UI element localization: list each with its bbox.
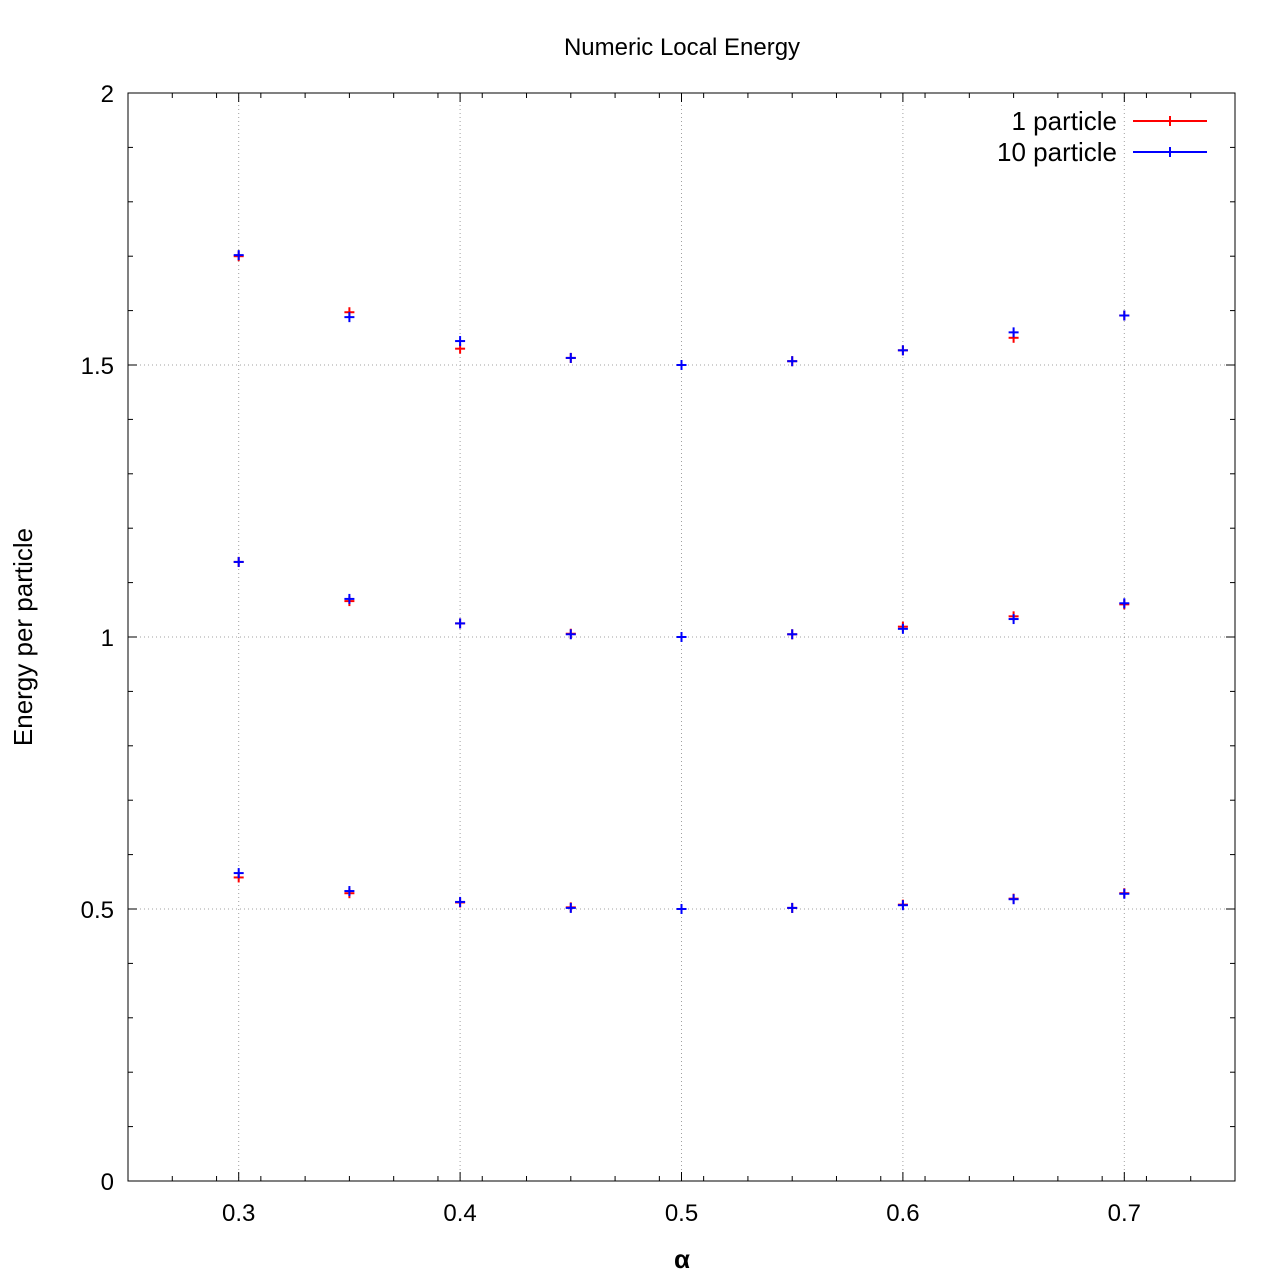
y-tick-label: 1.5: [81, 353, 114, 380]
data-point: [1119, 310, 1130, 321]
data-point: [455, 618, 466, 629]
tick-layer: [127, 92, 1236, 1182]
data-point: [1008, 614, 1019, 625]
y-tick-label: 1: [101, 625, 114, 652]
data-point: [233, 250, 244, 261]
legend-label: 10 particle: [997, 137, 1117, 167]
data-point: [344, 593, 355, 604]
y-axis-label: Energy per particle: [8, 528, 38, 746]
data-point: [897, 900, 908, 911]
data-point: [787, 902, 798, 913]
legend-item: 1 particle: [1012, 106, 1207, 136]
data-point: [344, 886, 355, 897]
data-point: [897, 623, 908, 634]
legend-label: 1 particle: [1012, 106, 1118, 136]
x-tick-label: 0.4: [443, 1200, 476, 1227]
data-point: [344, 312, 355, 323]
data-point: [1008, 894, 1019, 905]
data-point: [787, 629, 798, 640]
series-2: [233, 250, 1130, 914]
chart-title: Numeric Local Energy: [564, 34, 800, 61]
y-tick-label: 0: [101, 1169, 114, 1196]
data-point: [233, 556, 244, 567]
data-point: [565, 902, 576, 913]
data-point: [676, 360, 687, 370]
x-axis-label: α: [674, 1244, 690, 1274]
data-point: [676, 632, 687, 642]
x-tick-label: 0.7: [1108, 1200, 1141, 1227]
y-tick-label: 2: [101, 81, 114, 108]
data-point: [455, 896, 466, 907]
y-tick-label: 0.5: [81, 897, 114, 924]
x-tick-label: 0.3: [222, 1200, 255, 1227]
x-tick-label: 0.6: [886, 1200, 919, 1227]
data-point: [1119, 888, 1130, 899]
data-point: [1008, 327, 1019, 338]
data-point: [233, 868, 244, 879]
data-point: [565, 629, 576, 640]
series-1: [233, 251, 1130, 914]
data-point: [565, 352, 576, 363]
x-tick-label: 0.5: [665, 1200, 698, 1227]
legend-item: 10 particle: [997, 137, 1207, 167]
data-point: [897, 345, 908, 356]
data-point: [455, 336, 466, 347]
tick-label-layer: 0.3 0.4 0.5 0.6 0.7 0 0.5 1 1.5 2: [81, 81, 1141, 1227]
data-point: [676, 904, 687, 914]
data-point: [1119, 598, 1130, 609]
data-point: [787, 356, 798, 367]
points-layer: [233, 250, 1130, 914]
